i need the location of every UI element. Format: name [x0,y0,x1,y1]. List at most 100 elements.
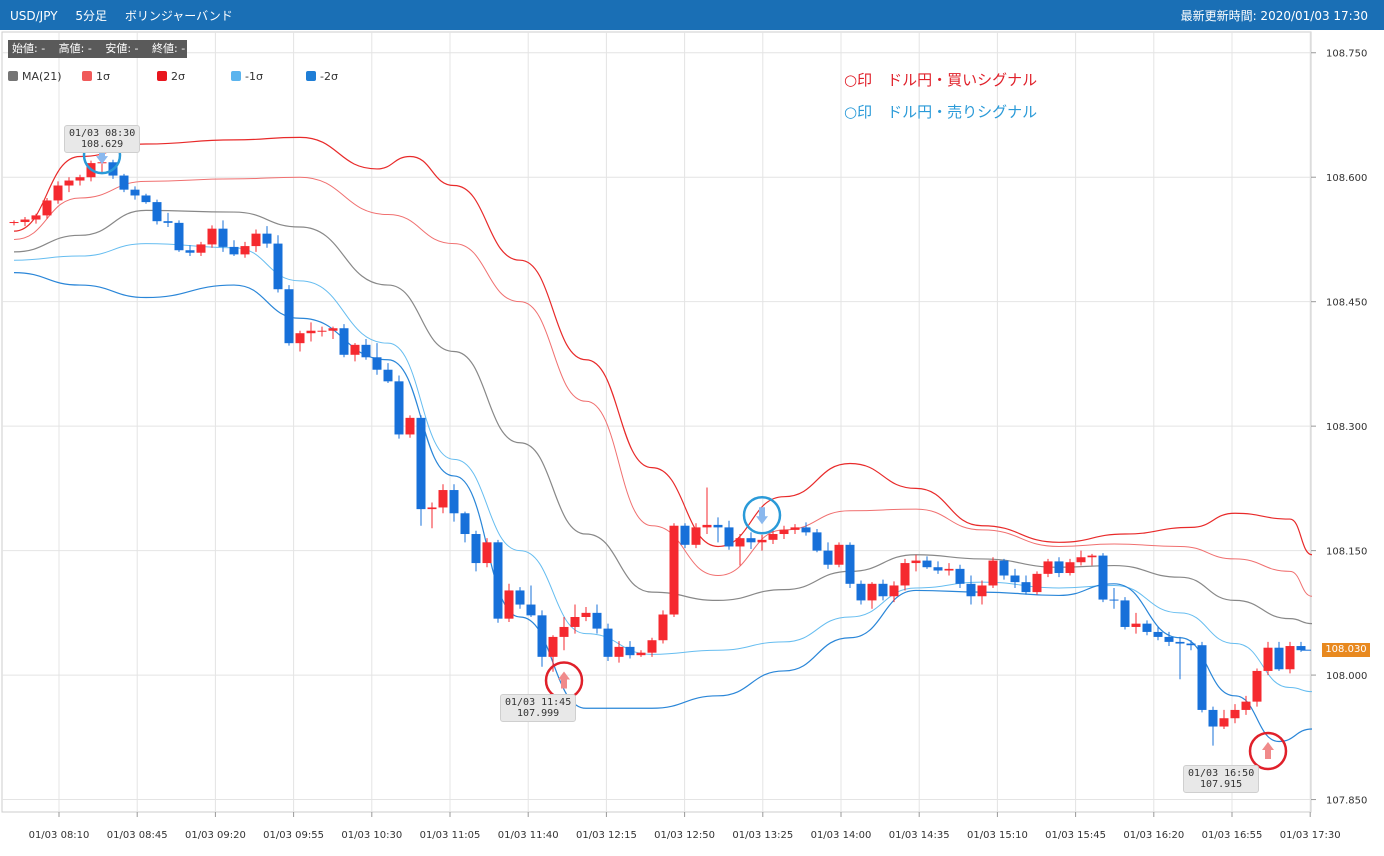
tooltip-time: 01/03 11:45 [505,697,572,708]
candle-body [1296,646,1306,651]
candle-down [141,193,151,204]
candle-body [790,527,800,530]
candle-body [1054,561,1064,574]
candle-body [845,544,855,584]
candle-up [504,583,514,622]
candle-body [174,222,184,251]
last-updated-label: 最新更新時間: 2020/01/03 17:30 [1180,9,1368,23]
candle-up [900,558,910,591]
arrow-up-icon [1262,742,1274,760]
candle-body [1142,623,1152,632]
candle-body [735,538,745,547]
candle-up [306,322,316,342]
candle-body [1010,575,1020,583]
x-tick-label: 01/03 09:55 [263,830,324,841]
candle-body [504,590,514,619]
candle-up [1032,571,1042,595]
candle-up [1230,704,1240,724]
candle-down [163,212,173,227]
candle-down [922,556,932,569]
candle-up [790,524,800,535]
candle-body [229,246,239,255]
y-tick-label: 107.850 [1326,796,1367,807]
candle-down [1197,641,1207,713]
x-tick-label: 01/03 12:15 [576,830,637,841]
candle-body [1120,600,1130,627]
tooltip-low-1: 01/03 11:45 107.999 [500,694,577,722]
candle-body [273,243,283,290]
candle-up [9,220,19,226]
header-left: USD/JPY 5分足 ボリンジャーバンド [10,7,247,24]
candle-body [1065,562,1075,574]
y-tick-label: 108.600 [1326,173,1367,184]
legend-swatch [231,71,241,81]
legend-item-2sigma[interactable]: 2σ [157,70,185,83]
candle-body [141,195,151,203]
x-tick-label: 01/03 14:00 [811,830,872,841]
buy-signal-marker [1248,731,1288,771]
candle-body [361,344,371,358]
candle-down [999,558,1009,580]
candle-body [911,560,921,564]
x-tick-label: 01/03 08:45 [107,830,168,841]
candle-down [878,579,888,601]
candle-body [1263,647,1273,671]
high-readout: 高値: - [58,42,92,55]
candlestick-chart[interactable]: 107.850 108.000 108.150 108.300 108.450 108.6… [0,30,1384,856]
tooltip-time: 01/03 16:50 [1188,768,1255,779]
candle-up [64,177,74,193]
candle-body [53,185,63,201]
candle-body [9,222,19,224]
candle-down [218,220,228,252]
candle-body [856,583,866,601]
candle-body [20,219,30,223]
tooltip-price: 108.629 [81,139,124,150]
lower-1sigma-line [13,243,1313,693]
candle-body [493,542,503,619]
candle-body [889,585,899,597]
candle-body [702,524,712,528]
arrow-up-icon [558,671,570,689]
candle-body [647,640,657,653]
candle-body [1175,641,1185,644]
candle-up [317,326,327,337]
legend-label: 1σ [96,70,110,83]
candle-down [625,641,635,659]
candle-up [636,650,646,657]
y-tick-label: 108.000 [1326,671,1367,682]
candle-up [1043,558,1053,578]
candle-down [372,343,382,375]
candle-down [416,415,426,526]
candle-up [1131,612,1141,634]
candle-down [185,245,195,257]
candle-body [592,612,602,629]
candle-up [196,241,206,257]
candle-body [196,244,206,253]
legend-swatch [306,71,316,81]
candle-down [1120,597,1130,630]
candle-up [581,607,591,622]
legend-item-ma21[interactable]: MA(21) [8,70,62,83]
candle-body [218,228,228,247]
candle-body [515,590,525,605]
candle-down [1153,626,1163,641]
legend-swatch [8,71,18,81]
candle-body [559,626,569,637]
legend-item-1sigma[interactable]: 1σ [82,70,110,83]
legend-item-minus2sigma[interactable]: -2σ [306,70,338,83]
ohlc-readout: 始値: - 高値: - 安値: - 終値: - [8,40,188,58]
candle-up [328,326,338,340]
candle-down [966,575,976,605]
legend-item-minus1sigma[interactable]: -1σ [231,70,263,83]
candle-down [460,511,470,543]
candle-down [361,339,371,360]
candle-body [207,228,217,245]
candle-down [1054,557,1064,578]
candle-down [1208,706,1218,746]
candle-body [724,527,734,547]
candle-up [251,229,261,252]
candle-body [482,542,492,564]
low-readout: 安値: - [105,42,139,55]
open-readout: 始値: - [12,42,46,55]
candle-body [240,246,250,255]
